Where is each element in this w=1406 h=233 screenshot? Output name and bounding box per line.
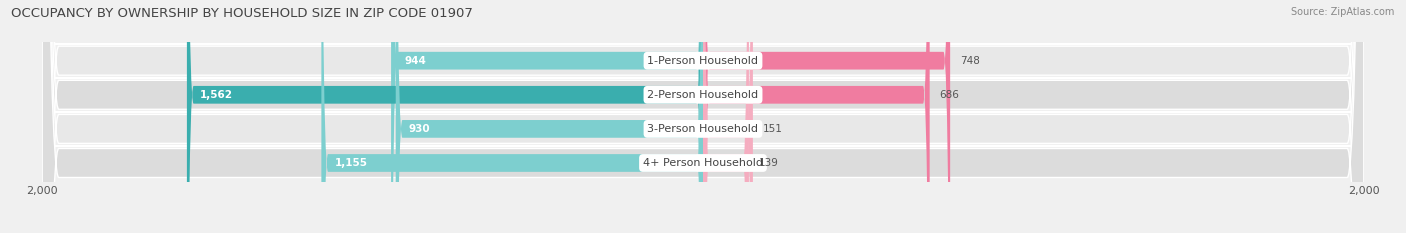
Text: 139: 139: [759, 158, 779, 168]
FancyBboxPatch shape: [42, 0, 1364, 233]
Text: 748: 748: [960, 56, 980, 66]
Text: OCCUPANCY BY OWNERSHIP BY HOUSEHOLD SIZE IN ZIP CODE 01907: OCCUPANCY BY OWNERSHIP BY HOUSEHOLD SIZE…: [11, 7, 474, 20]
Text: 1,562: 1,562: [200, 90, 233, 100]
FancyBboxPatch shape: [395, 0, 703, 233]
FancyBboxPatch shape: [187, 0, 703, 233]
Text: 1,155: 1,155: [335, 158, 367, 168]
Text: 2-Person Household: 2-Person Household: [647, 90, 759, 100]
FancyBboxPatch shape: [703, 0, 929, 233]
Text: 151: 151: [763, 124, 783, 134]
FancyBboxPatch shape: [42, 0, 1364, 233]
Text: Source: ZipAtlas.com: Source: ZipAtlas.com: [1291, 7, 1395, 17]
FancyBboxPatch shape: [391, 0, 703, 233]
Text: 930: 930: [409, 124, 430, 134]
FancyBboxPatch shape: [703, 0, 950, 233]
FancyBboxPatch shape: [42, 0, 1364, 233]
Text: 3-Person Household: 3-Person Household: [648, 124, 758, 134]
Text: 1-Person Household: 1-Person Household: [648, 56, 758, 66]
Text: 686: 686: [939, 90, 959, 100]
Text: 4+ Person Household: 4+ Person Household: [643, 158, 763, 168]
FancyBboxPatch shape: [322, 0, 703, 233]
FancyBboxPatch shape: [42, 0, 1364, 233]
FancyBboxPatch shape: [703, 0, 752, 233]
Text: 944: 944: [405, 56, 426, 66]
FancyBboxPatch shape: [703, 0, 749, 233]
